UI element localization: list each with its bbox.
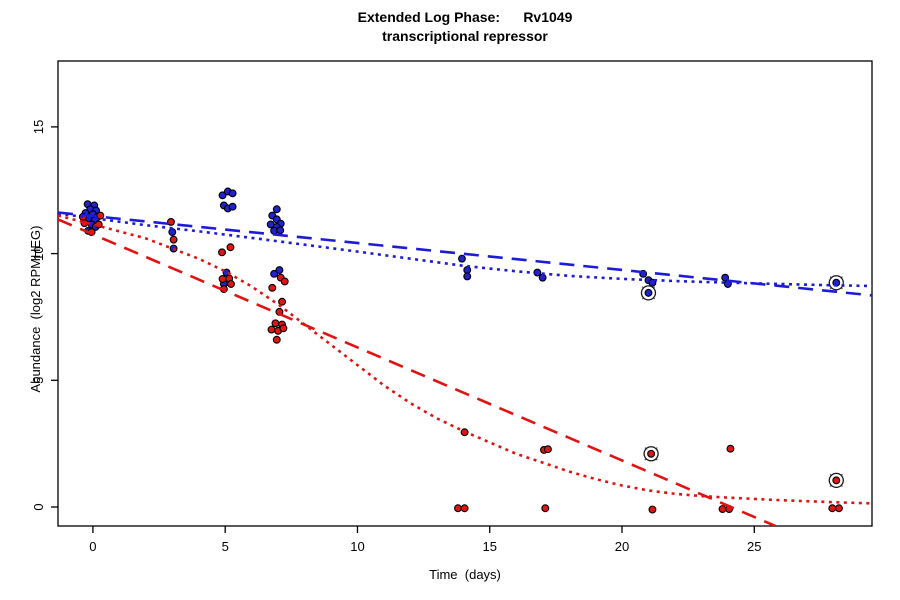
data-point — [275, 266, 284, 275]
data-point — [272, 205, 281, 214]
x-tick-label: 25 — [747, 539, 761, 554]
y-tick-label: 10 — [31, 246, 46, 260]
red-smooth-fit-line — [58, 214, 872, 505]
blue-smooth-fit-line — [58, 212, 872, 288]
outlier-point — [644, 288, 653, 297]
data-point — [541, 504, 550, 513]
outlier-point — [832, 476, 841, 485]
data-point — [267, 325, 276, 334]
chart-title: Extended Log Phase: Rv1049 — [357, 9, 573, 25]
x-tick-label: 5 — [222, 539, 229, 554]
data-point — [648, 505, 657, 514]
x-tick-label: 20 — [615, 539, 629, 554]
data-point — [463, 272, 472, 281]
data-point — [834, 504, 843, 513]
blue-linear-fit-line — [58, 211, 872, 297]
plot-box — [57, 60, 873, 527]
data-point — [168, 228, 177, 236]
x-tick-label: 10 — [350, 539, 364, 554]
data-point — [460, 504, 469, 513]
data-point — [718, 505, 727, 513]
outlier-point — [647, 449, 656, 458]
data-point — [279, 324, 288, 333]
x-tick-label: 15 — [483, 539, 497, 554]
data-point — [280, 277, 289, 286]
outlier-marker — [828, 275, 844, 291]
data-point — [227, 280, 235, 288]
data-point — [169, 235, 178, 244]
chart-subtitle: transcriptional repressor — [382, 28, 548, 44]
data-point — [454, 504, 462, 513]
data-point — [538, 273, 547, 282]
data-point — [276, 226, 285, 235]
red-linear-fit-line — [58, 218, 776, 526]
data-point — [828, 504, 837, 513]
data-point — [726, 444, 735, 453]
data-point — [543, 445, 552, 454]
y-tick-label: 15 — [31, 120, 46, 134]
data-point — [228, 202, 237, 211]
outlier-marker — [643, 446, 659, 462]
data-point — [96, 211, 105, 220]
trend-lines — [58, 211, 872, 526]
outlier-marker — [640, 285, 657, 301]
y-tick-label: 5 — [31, 377, 46, 384]
data-point — [167, 217, 175, 226]
data-point — [228, 189, 237, 198]
x-axis-label: Time (days) — [429, 567, 501, 582]
data-point — [270, 269, 279, 278]
data-point — [271, 319, 280, 328]
data-point — [218, 191, 227, 200]
data-point — [278, 297, 287, 306]
y-tick-label: 0 — [31, 503, 46, 510]
red-condition-points — [78, 211, 843, 514]
data-point — [218, 248, 226, 257]
data-point — [268, 283, 277, 292]
outlier-marker — [828, 472, 844, 489]
data-point — [272, 335, 281, 344]
x-tick-label: 0 — [89, 539, 96, 554]
data-point — [458, 254, 466, 263]
data-point — [226, 243, 235, 252]
data-point — [218, 274, 227, 283]
